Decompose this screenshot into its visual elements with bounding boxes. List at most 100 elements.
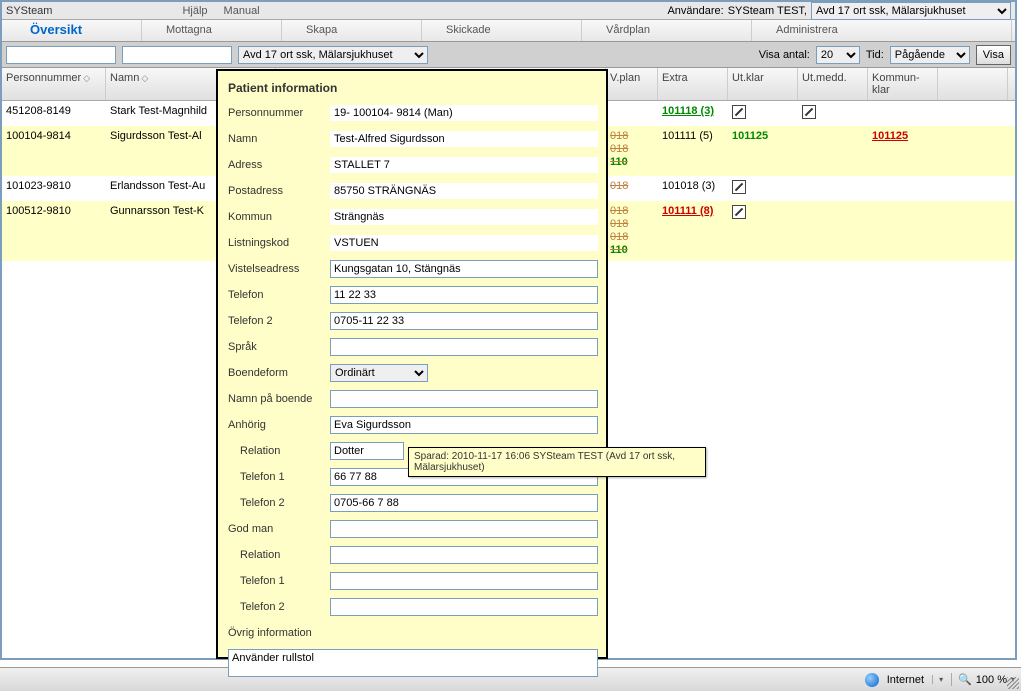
pencil-icon[interactable] [732,180,746,194]
label-godman-tel1: Telefon 1 [228,575,330,587]
cell-utklar[interactable]: 101125 [728,126,798,176]
label-anhorig: Anhörig [228,419,330,431]
save-tooltip: Sparad: 2010-11-17 16:06 SYSteam TEST (A… [408,447,706,477]
cell-extra[interactable]: 101018 (3) [658,176,728,201]
cell-utklar[interactable] [728,176,798,201]
label-godman-tel2: Telefon 2 [228,601,330,613]
cell-extra[interactable]: 101111 (8) [658,201,728,261]
tab-oversikt[interactable]: Översikt [2,20,142,41]
label-listningskod: Listningskod [228,237,330,249]
cell-utmedd[interactable] [798,101,868,126]
tab-administrera[interactable]: Administrera [752,20,1012,41]
filter-bar: Avd 17 ort ssk, Mälarsjukhuset Visa anta… [2,42,1015,68]
input-telefon2[interactable] [330,312,598,330]
cell-vplan: 018018110 [606,126,658,176]
user-label: Användare: [667,5,723,17]
input-telefon[interactable] [330,286,598,304]
tid-select[interactable]: Pågående [890,46,970,64]
security-zone[interactable]: ▾ [932,675,943,684]
value-postadress: 85750 STRÄNGNÄS [330,183,598,199]
brand-label: SYSteam [6,5,52,17]
filter-input-1[interactable] [6,46,116,64]
input-anhorig-tel2[interactable] [330,494,598,512]
textarea-ovrig[interactable] [228,649,598,677]
select-boendeform[interactable]: Ordinärt [330,364,428,382]
input-godman-tel2[interactable] [330,598,598,616]
user-value: SYSteam TEST, [728,5,807,17]
label-boendeform: Boendeform [228,367,330,379]
input-namn-boende[interactable] [330,390,598,408]
cell-extra[interactable]: 101118 (3) [658,101,728,126]
cell-pn: 100104-9814 [2,126,106,176]
label-anhorig-tel2: Telefon 2 [228,497,330,509]
unit-select-top[interactable]: Avd 17 ort ssk, Mälarsjukhuset [811,2,1011,20]
value-kommun: Strängnäs [330,209,598,225]
tab-skapa[interactable]: Skapa [282,20,422,41]
label-telefon: Telefon [228,289,330,301]
pencil-icon[interactable] [732,105,746,119]
resize-grip[interactable] [1007,677,1019,689]
menu-help[interactable]: Hjälp [182,5,207,17]
pencil-icon[interactable] [802,105,816,119]
status-internet: Internet [887,674,924,686]
label-ovrig: Övrig information [228,627,312,639]
patient-info-dialog: Patient information Personnummer19- 1001… [216,69,608,659]
col-utklar[interactable]: Ut.klar [728,68,798,100]
label-godman: God man [228,523,330,535]
top-menu: Hjälp Manual [182,5,259,17]
value-adress: STALLET 7 [330,157,598,173]
label-adress: Adress [228,159,330,171]
cell-utklar[interactable] [728,101,798,126]
input-godman[interactable] [330,520,598,538]
cell-pn: 100512-9810 [2,201,106,261]
value-namn: Test-Alfred Sigurdsson [330,131,598,147]
menu-manual[interactable]: Manual [224,5,260,17]
visa-antal-select[interactable]: 20 [816,46,860,64]
filter-unit-select[interactable]: Avd 17 ort ssk, Mälarsjukhuset [238,46,428,64]
col-vplan[interactable]: V.plan [606,68,658,100]
tab-skickade[interactable]: Skickade [422,20,582,41]
label-sprak: Språk [228,341,330,353]
tid-label: Tid: [866,49,884,61]
label-namn-boende: Namn på boende [228,393,330,405]
dialog-title: Patient information [228,81,598,95]
input-godman-relation[interactable] [330,546,598,564]
input-sprak[interactable] [330,338,598,356]
label-kommun: Kommun [228,211,330,223]
zoom-control[interactable]: 🔍 100 % ▾ [951,673,1015,686]
input-godman-tel1[interactable] [330,572,598,590]
main-tabs: Översikt Mottagna Skapa Skickade Vårdpla… [2,20,1015,42]
label-postadress: Postadress [228,185,330,197]
cell-extra[interactable]: 101111 (5) [658,126,728,176]
visa-button[interactable]: Visa [976,45,1011,65]
topbar-right: Användare: SYSteam TEST, Avd 17 ort ssk,… [667,2,1011,20]
col-utmedd[interactable]: Ut.medd. [798,68,868,100]
label-godman-relation: Relation [228,549,330,561]
app-window: SYSteam Hjälp Manual Användare: SYSteam … [0,0,1017,660]
filter-input-2[interactable] [122,46,232,64]
tab-vardplan[interactable]: Vårdplan [582,20,752,41]
label-anhorig-tel1: Telefon 1 [228,471,330,483]
input-relation[interactable] [330,442,404,460]
tab-mottagna[interactable]: Mottagna [142,20,282,41]
cell-pn: 451208-8149 [2,101,106,126]
zoom-value: 100 % [976,674,1007,686]
globe-icon [865,673,879,687]
input-anhorig[interactable] [330,416,598,434]
col-personnummer[interactable]: Personnummer◇ [2,68,106,100]
input-vistelseadress[interactable] [330,260,598,278]
label-telefon2: Telefon 2 [228,315,330,327]
pencil-icon[interactable] [732,205,746,219]
col-kommunklar[interactable]: Kommun-klar [868,68,938,100]
label-namn: Namn [228,133,330,145]
col-last [938,68,1008,100]
cell-kklar[interactable]: 101125 [868,126,938,176]
label-personnummer: Personnummer [228,107,330,119]
col-extra[interactable]: Extra [658,68,728,100]
visa-antal-label: Visa antal: [759,49,810,61]
cell-utklar[interactable] [728,201,798,261]
label-relation: Relation [228,445,330,457]
cell-vplan: 018018018110 [606,201,658,261]
zoom-icon: 🔍 [958,673,972,686]
topbar: SYSteam Hjälp Manual Användare: SYSteam … [2,2,1015,20]
